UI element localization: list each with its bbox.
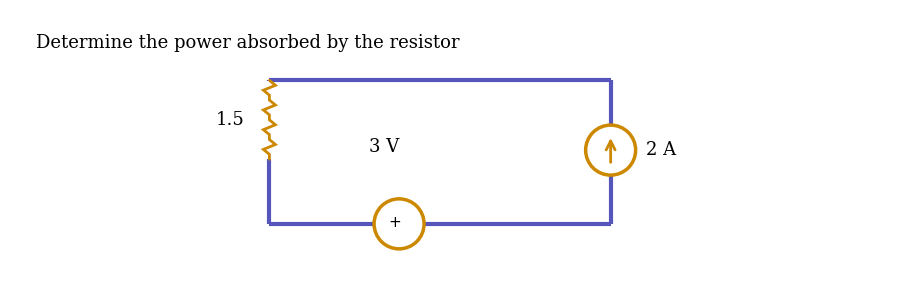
Text: —: — (402, 218, 414, 228)
Text: 2 A: 2 A (646, 141, 676, 159)
Text: 1.5: 1.5 (216, 111, 244, 129)
Text: 3 V: 3 V (369, 138, 400, 156)
Text: Determine the power absorbed by the resistor: Determine the power absorbed by the resi… (36, 34, 460, 53)
Text: +: + (389, 215, 401, 230)
